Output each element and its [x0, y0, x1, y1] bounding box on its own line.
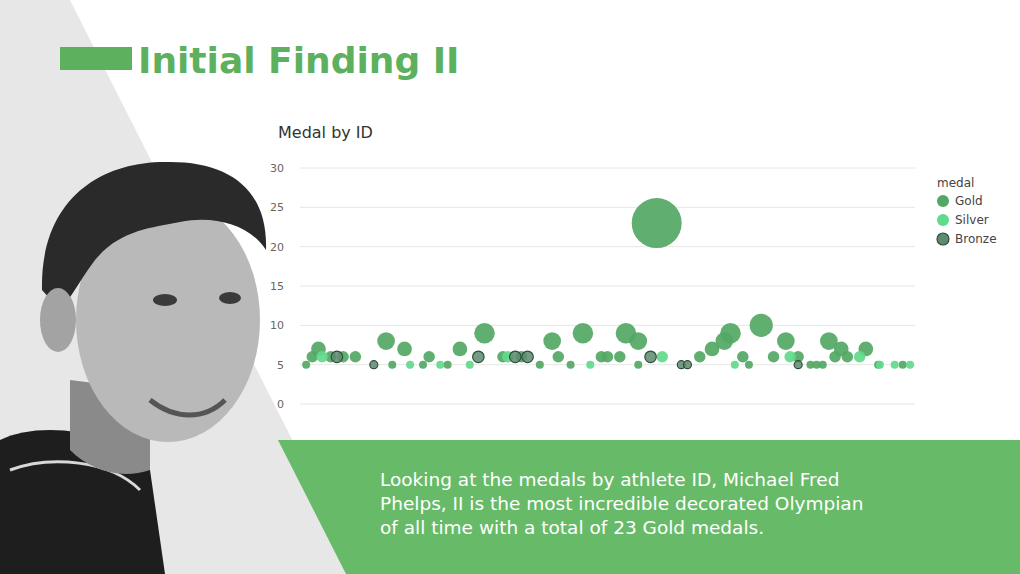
bubble — [522, 351, 534, 363]
y-tick-label: 30 — [270, 162, 284, 175]
bubble — [350, 351, 362, 363]
bubble — [777, 332, 795, 350]
bubble — [794, 361, 802, 369]
bubble — [444, 361, 452, 369]
y-tick-label: 25 — [270, 201, 284, 214]
legend-swatch — [937, 233, 949, 245]
bubble — [370, 361, 378, 369]
bubble — [768, 351, 780, 363]
caption-line: Looking at the medals by athlete ID, Mic… — [380, 469, 839, 490]
bubble — [854, 351, 866, 363]
portrait-eye — [153, 294, 177, 306]
portrait-ear — [40, 288, 76, 352]
caption-band — [278, 440, 1020, 574]
grid-line — [300, 168, 915, 169]
grid-line — [300, 286, 915, 287]
bubble — [573, 323, 594, 344]
bubble — [683, 361, 691, 369]
plot-area — [302, 198, 914, 369]
grid-line — [300, 404, 915, 405]
bubble — [509, 351, 521, 363]
bubble — [634, 361, 642, 369]
bubble — [656, 351, 668, 363]
y-tick-label: 10 — [270, 319, 284, 332]
bubble — [316, 351, 328, 363]
bubble — [423, 351, 435, 363]
bubble — [536, 361, 544, 369]
bubble — [876, 361, 884, 369]
bubble — [784, 351, 796, 363]
bubble — [331, 351, 343, 363]
portrait-eye — [219, 292, 241, 304]
bubble — [567, 361, 575, 369]
legend-label: Gold — [955, 194, 983, 208]
bubble — [388, 361, 396, 369]
bubble — [819, 361, 827, 369]
caption-line: Phelps, II is the most incredible decora… — [380, 493, 863, 514]
bubble — [906, 361, 914, 369]
slide: Initial Finding II Looking at the medals … — [0, 0, 1020, 574]
grid-line — [300, 325, 915, 326]
bubble — [899, 361, 907, 369]
bubble — [436, 361, 444, 369]
bubble — [891, 361, 899, 369]
bubble — [302, 361, 310, 369]
bubble — [632, 198, 682, 248]
slide-title: Initial Finding II — [138, 40, 459, 81]
bubble — [406, 361, 414, 369]
bubble — [629, 332, 647, 350]
bubble — [720, 323, 741, 344]
y-tick-label: 15 — [270, 280, 284, 293]
legend-label: Bronze — [955, 232, 997, 246]
bubble — [750, 314, 773, 337]
title-bar — [60, 47, 132, 70]
bubble — [543, 332, 561, 350]
bubble — [466, 361, 474, 369]
bubble — [553, 351, 565, 363]
bubble — [586, 361, 594, 369]
y-tick-label: 20 — [270, 241, 284, 254]
chart-title: Medal by ID — [278, 123, 373, 142]
caption-line: of all time with a total of 23 Gold meda… — [380, 517, 764, 538]
bubble — [473, 351, 485, 363]
bubble — [731, 361, 739, 369]
legend-swatch — [937, 214, 949, 226]
legend-label: Silver — [955, 213, 989, 227]
bubble — [614, 351, 626, 363]
bubble — [694, 351, 706, 363]
bubble — [453, 342, 468, 357]
bubble — [645, 351, 657, 363]
portrait-hair — [42, 162, 266, 310]
grid-line — [300, 207, 915, 208]
bubble — [397, 342, 412, 357]
legend-swatch — [937, 195, 949, 207]
bubble — [419, 361, 427, 369]
legend-title: medal — [937, 176, 974, 190]
bubble — [842, 351, 854, 363]
y-tick-label: 0 — [277, 398, 284, 411]
bubble — [602, 351, 614, 363]
bubble — [474, 323, 495, 344]
y-tick-label: 5 — [277, 359, 284, 372]
bubble — [737, 351, 749, 363]
bubble — [377, 332, 395, 350]
portrait-smile — [150, 400, 225, 415]
bubble — [745, 361, 753, 369]
grid-line — [300, 246, 915, 247]
portrait — [0, 162, 266, 574]
